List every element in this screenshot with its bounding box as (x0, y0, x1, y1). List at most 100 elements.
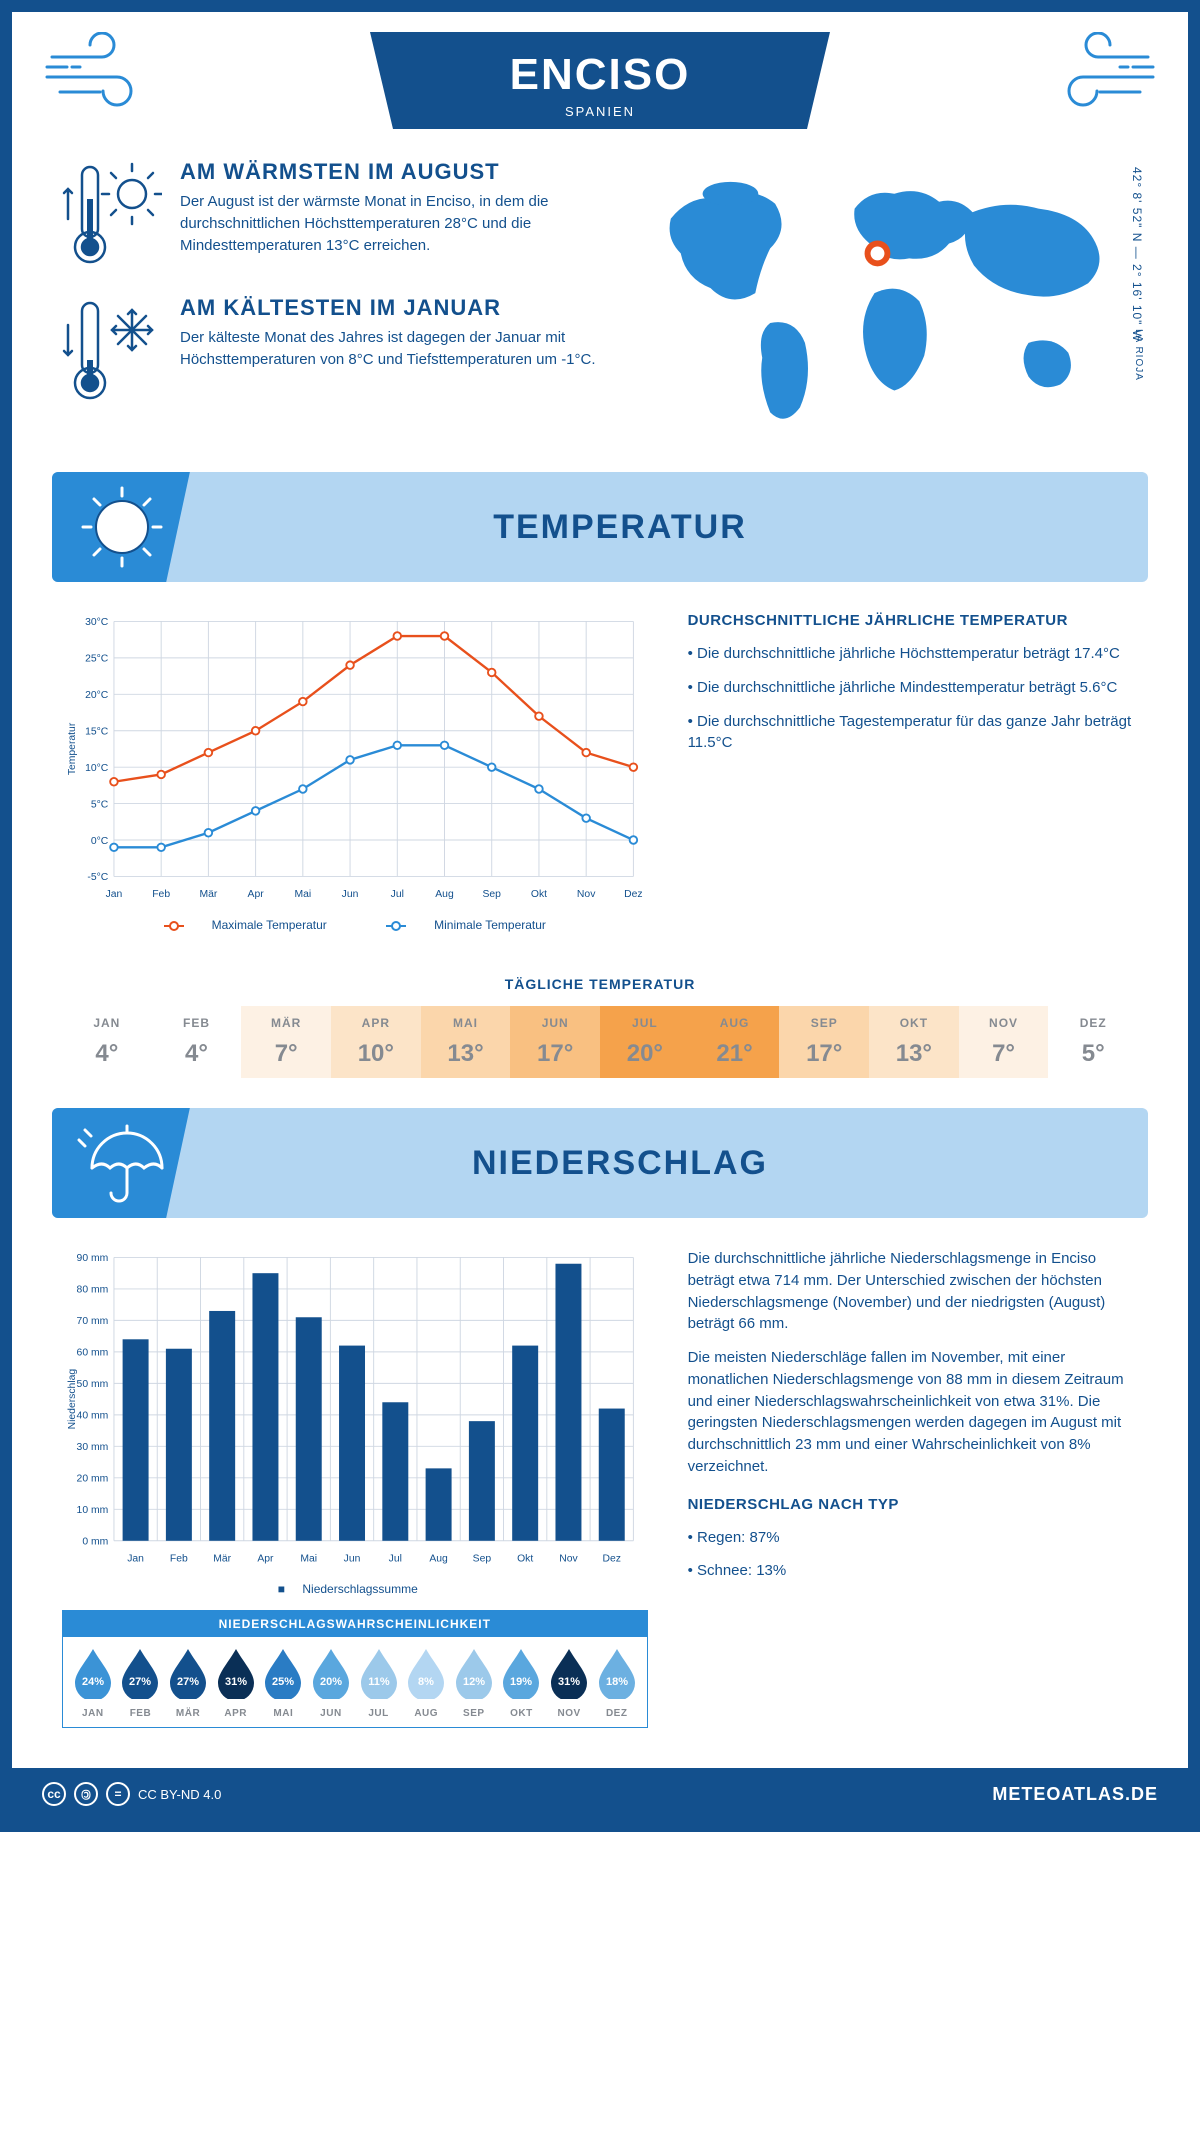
svg-text:12%: 12% (463, 1676, 485, 1688)
precip-type-1: • Regen: 87% (688, 1527, 1138, 1549)
precip-legend: ■ Niederschlagssumme (62, 1582, 648, 1596)
intro-section: AM WÄRMSTEN IM AUGUST Der August ist der… (12, 129, 1188, 462)
svg-text:70 mm: 70 mm (77, 1316, 109, 1327)
coldest-title: AM KÄLTESTEN IM JANUAR (180, 295, 611, 321)
temperature-stats: DURCHSCHNITTLICHE JÄHRLICHE TEMPERATUR •… (688, 612, 1138, 932)
svg-text:10°C: 10°C (85, 763, 109, 774)
svg-text:27%: 27% (129, 1676, 151, 1688)
svg-text:Feb: Feb (152, 889, 170, 900)
temperature-banner: TEMPERATUR (52, 472, 1148, 582)
license-text: CC BY-ND 4.0 (138, 1787, 221, 1802)
umbrella-icon (77, 1118, 167, 1208)
drop-cell: 24% JAN (69, 1647, 117, 1719)
world-map: 42° 8' 52" N — 2° 16' 10" W LA RIOJA (641, 159, 1138, 442)
probability-title: NIEDERSCHLAGSWAHRSCHEINLICHKEIT (63, 1611, 647, 1637)
svg-text:20°C: 20°C (85, 690, 109, 701)
svg-text:Mär: Mär (199, 889, 217, 900)
legend-max: Maximale Temperatur (212, 918, 327, 932)
svg-text:8%: 8% (418, 1676, 434, 1688)
footer: cc 🄯 = CC BY-ND 4.0 METEOATLAS.DE (12, 1768, 1188, 1820)
drop-cell: 27% FEB (117, 1647, 165, 1719)
drop-cell: 20% JUN (307, 1647, 355, 1719)
svg-text:Dez: Dez (624, 889, 642, 900)
svg-text:5°C: 5°C (91, 800, 109, 811)
svg-text:Mai: Mai (294, 889, 311, 900)
by-icon: 🄯 (74, 1782, 98, 1806)
daily-cell: OKT 13° (869, 1006, 959, 1078)
svg-text:Jan: Jan (106, 889, 123, 900)
temp-legend: Maximale Temperatur Minimale Temperatur (62, 918, 648, 932)
warmest-title: AM WÄRMSTEN IM AUGUST (180, 159, 611, 185)
svg-text:31%: 31% (225, 1676, 247, 1688)
title-ribbon: ENCISO SPANIEN (370, 32, 830, 129)
svg-text:20%: 20% (320, 1676, 342, 1688)
svg-text:11%: 11% (368, 1676, 390, 1688)
svg-text:10 mm: 10 mm (77, 1505, 109, 1516)
sun-icon (77, 482, 167, 572)
svg-text:40 mm: 40 mm (77, 1411, 109, 1422)
drop-cell: 31% APR (212, 1647, 260, 1719)
stat-1: • Die durchschnittliche jährliche Höchst… (688, 643, 1138, 665)
temperature-chart: -5°C0°C5°C10°C15°C20°C25°C30°CJanFebMärA… (62, 612, 648, 932)
region-label: LA RIOJA (1133, 329, 1144, 381)
svg-text:Feb: Feb (170, 1554, 188, 1565)
svg-text:0 mm: 0 mm (82, 1537, 108, 1548)
coordinates: 42° 8' 52" N — 2° 16' 10" W (1130, 167, 1144, 342)
daily-cell: JUN 17° (510, 1006, 600, 1078)
coldest-fact: AM KÄLTESTEN IM JANUAR Der kälteste Mona… (62, 295, 611, 405)
svg-text:24%: 24% (82, 1676, 104, 1688)
svg-text:50 mm: 50 mm (77, 1379, 109, 1390)
svg-text:31%: 31% (558, 1676, 580, 1688)
precip-chart: 0 mm10 mm20 mm30 mm40 mm50 mm60 mm70 mm8… (62, 1248, 648, 1728)
svg-text:0°C: 0°C (91, 836, 109, 847)
site-name: METEOATLAS.DE (992, 1784, 1158, 1805)
page: ENCISO SPANIEN (0, 0, 1200, 1832)
svg-text:Aug: Aug (435, 889, 454, 900)
daily-cell: APR 10° (331, 1006, 421, 1078)
svg-text:Sep: Sep (482, 889, 501, 900)
precip-p2: Die meisten Niederschläge fallen im Nove… (688, 1347, 1138, 1478)
svg-text:90 mm: 90 mm (77, 1253, 109, 1264)
svg-text:27%: 27% (177, 1676, 199, 1688)
daily-temp-strip: JAN 4° FEB 4° MÄR 7° APR 10° MAI 13° JUN… (62, 1006, 1138, 1078)
precip-type-title: NIEDERSCHLAG NACH TYP (688, 1496, 1138, 1513)
svg-text:Aug: Aug (429, 1554, 448, 1565)
svg-text:Okt: Okt (531, 889, 547, 900)
svg-text:30°C: 30°C (85, 617, 109, 628)
drop-cell: 19% OKT (498, 1647, 546, 1719)
svg-text:Apr: Apr (257, 1554, 274, 1565)
drop-cell: 12% SEP (450, 1647, 498, 1719)
svg-text:Jul: Jul (391, 889, 404, 900)
daily-cell: SEP 17° (779, 1006, 869, 1078)
precip-type-2: • Schnee: 13% (688, 1560, 1138, 1582)
coldest-text: Der kälteste Monat des Jahres ist dagege… (180, 327, 611, 371)
cc-icon: cc (42, 1782, 66, 1806)
precip-heading: NIEDERSCHLAG (212, 1144, 1148, 1183)
svg-text:Temperatur: Temperatur (67, 722, 78, 775)
precip-p1: Die durchschnittliche jährliche Niedersc… (688, 1248, 1138, 1335)
svg-text:15°C: 15°C (85, 727, 109, 738)
thermometer-snow-icon (62, 295, 162, 405)
drop-cell: 25% MAI (260, 1647, 308, 1719)
svg-text:Sep: Sep (473, 1554, 492, 1565)
legend-min: Minimale Temperatur (434, 918, 546, 932)
daily-cell: JUL 20° (600, 1006, 690, 1078)
svg-text:Dez: Dez (603, 1554, 621, 1565)
temperature-heading: TEMPERATUR (212, 508, 1148, 547)
city-title: ENCISO (450, 50, 750, 100)
svg-text:19%: 19% (510, 1676, 532, 1688)
license: cc 🄯 = CC BY-ND 4.0 (42, 1782, 221, 1806)
drop-cell: 27% MÄR (164, 1647, 212, 1719)
svg-text:Mär: Mär (213, 1554, 231, 1565)
daily-cell: NOV 7° (959, 1006, 1049, 1078)
svg-text:Niederschlag: Niederschlag (67, 1369, 78, 1430)
daily-temp-title: TÄGLICHE TEMPERATUR (12, 976, 1188, 992)
drop-cell: 11% JUL (355, 1647, 403, 1719)
daily-cell: JAN 4° (62, 1006, 152, 1078)
svg-text:Nov: Nov (559, 1554, 578, 1565)
drop-cell: 8% AUG (402, 1647, 450, 1719)
stats-title: DURCHSCHNITTLICHE JÄHRLICHE TEMPERATUR (688, 612, 1138, 629)
svg-text:20 mm: 20 mm (77, 1474, 109, 1485)
daily-cell: DEZ 5° (1048, 1006, 1138, 1078)
svg-text:80 mm: 80 mm (77, 1285, 109, 1296)
